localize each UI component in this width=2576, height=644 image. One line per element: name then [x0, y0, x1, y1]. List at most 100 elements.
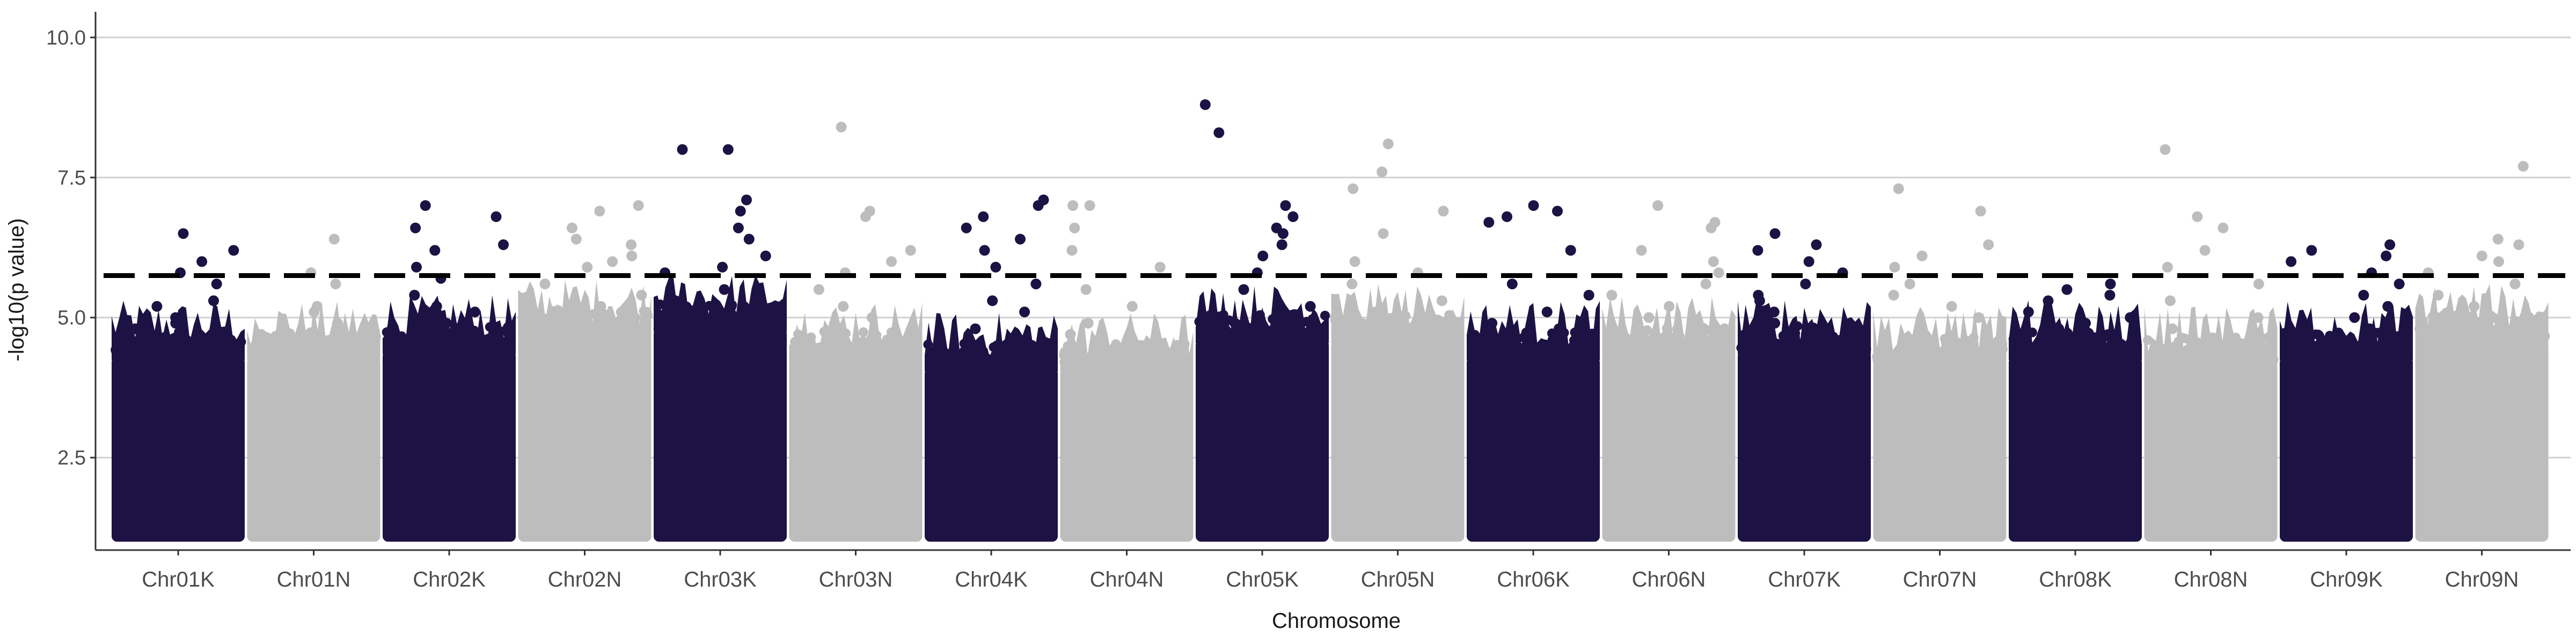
snp-point	[2479, 318, 2490, 328]
top-snp-point	[1069, 222, 1080, 233]
snp-point	[532, 313, 542, 323]
snp-point	[2493, 314, 2504, 325]
x-tick-label: Chr06N	[1632, 568, 1706, 591]
top-snp-point	[633, 200, 644, 211]
top-snp-point	[420, 200, 431, 211]
snp-point	[2360, 340, 2370, 350]
snp-point	[1930, 347, 1940, 357]
snp-point	[1347, 316, 1357, 326]
snp-point	[1130, 349, 1140, 360]
point-cluster-Chr03K	[654, 328, 787, 542]
snp-point	[2294, 334, 2304, 345]
snp-point	[1274, 325, 1284, 335]
snp-point	[2015, 336, 2025, 347]
top-snp-point	[1552, 206, 1563, 217]
snp-point	[160, 332, 171, 341]
point-cluster-Chr04K	[925, 368, 1058, 542]
snp-point	[858, 327, 868, 337]
snp-point	[2027, 327, 2037, 338]
snp-point	[639, 306, 649, 316]
top-snp-point	[717, 261, 728, 273]
top-snp-point	[987, 295, 998, 306]
snp-point	[260, 337, 270, 347]
snp-point	[2312, 341, 2322, 351]
snp-point	[382, 327, 392, 337]
snp-point	[2012, 328, 2023, 339]
top-snp-point	[1377, 166, 1388, 178]
snp-point	[713, 316, 723, 326]
snp-point	[1246, 333, 1256, 343]
snp-point	[1993, 335, 2003, 346]
data-points	[111, 99, 2550, 542]
top-snp-point	[2125, 312, 2136, 323]
top-snp-point	[1287, 211, 1299, 222]
snp-point	[568, 323, 579, 333]
top-snp-point	[1528, 200, 1539, 211]
snp-point	[616, 307, 626, 317]
top-snp-point	[429, 245, 441, 256]
snp-point	[1557, 338, 1568, 348]
snp-point	[1436, 316, 1446, 326]
top-snp-point	[1126, 301, 1138, 312]
snp-point	[390, 342, 400, 353]
snp-point	[2399, 335, 2410, 345]
snp-point	[347, 346, 357, 356]
x-tick-label: Chr05N	[1361, 568, 1435, 591]
snp-point	[771, 310, 780, 320]
top-snp-point	[978, 211, 989, 222]
point-cluster-Chr02N	[518, 334, 652, 542]
x-axis-title: Chromosome	[1272, 609, 1401, 633]
snp-point	[1507, 352, 1517, 362]
snp-point	[324, 343, 334, 354]
top-snp-point	[1811, 239, 1822, 250]
snp-point	[2523, 314, 2533, 324]
top-snp-point	[1348, 183, 1359, 194]
snp-point	[1239, 332, 1249, 342]
top-snp-point	[567, 222, 577, 233]
snp-point	[1358, 331, 1368, 341]
point-cluster-edge-Chr09N	[2415, 284, 2549, 343]
top-snp-point	[2493, 256, 2504, 267]
top-snp-point	[178, 228, 189, 239]
snp-point	[1832, 338, 1842, 348]
top-snp-point	[1257, 250, 1269, 261]
top-snp-point	[539, 279, 551, 290]
top-snp-point	[1541, 306, 1553, 318]
snp-point	[1968, 333, 1979, 342]
snp-point	[228, 349, 238, 360]
top-snp-point	[409, 290, 420, 301]
x-tick-label: Chr09N	[2445, 568, 2519, 591]
top-snp-point	[836, 121, 847, 133]
snp-point	[218, 344, 229, 354]
snp-point	[1072, 360, 1082, 369]
snp-point	[415, 338, 425, 348]
snp-point	[301, 335, 311, 346]
point-cluster-Chr06K	[1467, 356, 1600, 542]
snp-point	[308, 350, 318, 360]
top-snp-point	[411, 261, 422, 273]
snp-point	[2324, 349, 2334, 359]
snp-point	[1216, 325, 1226, 335]
snp-point	[1488, 349, 1498, 359]
snp-point	[299, 350, 309, 361]
snp-point	[1469, 339, 1479, 349]
top-snp-point	[2358, 290, 2369, 301]
snp-point	[1526, 331, 1536, 341]
snp-point	[1478, 352, 1488, 362]
snp-point	[959, 339, 969, 349]
snp-point	[1141, 361, 1151, 371]
snp-point	[305, 327, 316, 338]
top-snp-point	[1065, 329, 1076, 340]
top-snp-point	[2043, 295, 2054, 306]
snp-point	[1882, 348, 1892, 358]
snp-point	[1178, 358, 1188, 369]
snp-point	[1175, 346, 1185, 356]
snp-point	[1244, 323, 1254, 333]
snp-point	[1330, 312, 1340, 322]
snp-point	[2175, 350, 2185, 361]
top-snp-point	[1565, 245, 1576, 256]
x-tick-label: Chr04K	[955, 568, 1028, 591]
snp-point	[1431, 331, 1441, 341]
snp-point	[2023, 341, 2033, 351]
snp-point	[2185, 342, 2196, 352]
